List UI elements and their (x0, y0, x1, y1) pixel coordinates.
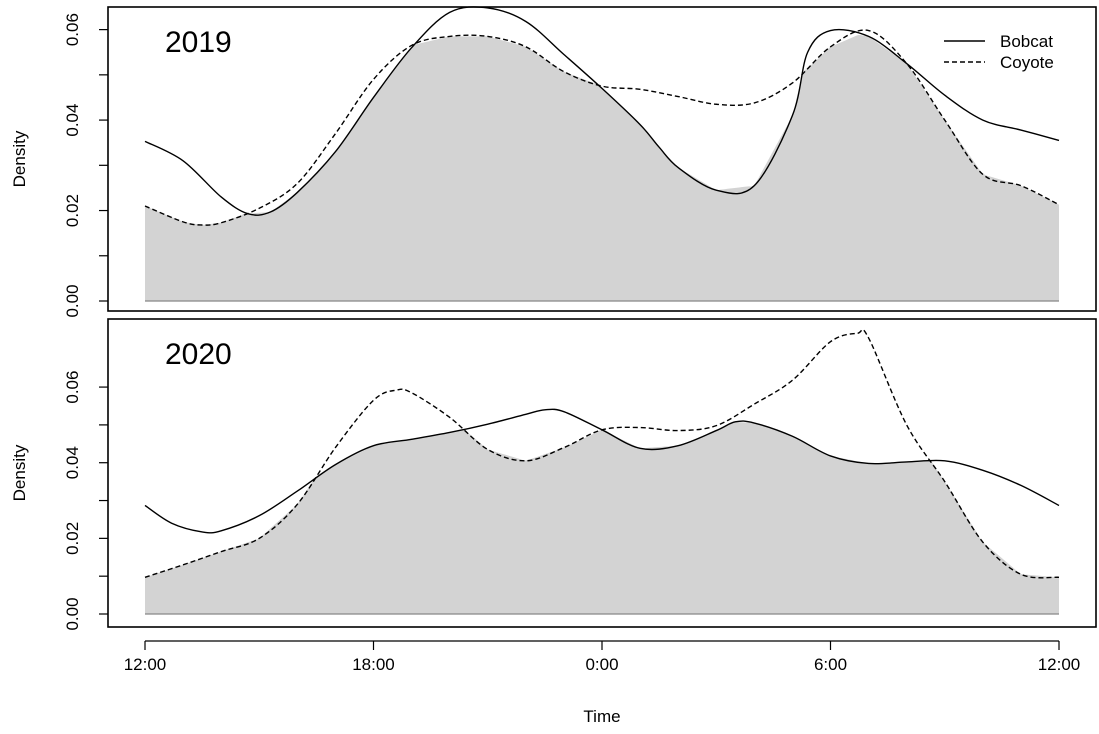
x-tick-label: 12:00 (1038, 655, 1081, 674)
plot-frame (107, 6, 1097, 312)
y-tick-label: 0.04 (63, 446, 82, 479)
x-axis: 12:00 18:00 0:00 6:00 12:00 Time (124, 640, 1081, 726)
series-line-coyote (144, 29, 1060, 226)
panel-label: 2019 (165, 26, 232, 59)
x-tick-label: 6:00 (814, 655, 847, 674)
panel-2020: 0.00 0.02 0.04 0.06 Density 2020 (10, 318, 1097, 631)
y-tick-label: 0.00 (63, 284, 82, 317)
x-tick-label: 12:00 (124, 655, 167, 674)
overlap-area (145, 35, 1059, 301)
y-tick-label: 0.06 (63, 13, 82, 46)
series-line-bobcat (144, 6, 1060, 216)
legend-label-coyote: Coyote (1000, 53, 1054, 72)
y-tick-label: 0.04 (63, 104, 82, 137)
y-tick-label: 0.00 (63, 597, 82, 630)
y-tick-label: 0.02 (63, 522, 82, 555)
panel-label: 2020 (165, 338, 232, 371)
panel-2019: 0.00 0.02 0.04 0.06 Density 2019 Bobcat Coyote (10, 6, 1097, 318)
y-axis-title: Density (10, 130, 29, 187)
y-tick-label: 0.02 (63, 194, 82, 227)
x-axis-title: Time (583, 707, 620, 726)
overlap-area (145, 422, 1059, 614)
series-line-coyote (144, 328, 1060, 579)
legend-label-bobcat: Bobcat (1000, 32, 1053, 51)
plot-frame (107, 318, 1097, 628)
y-axis-title: Density (10, 444, 29, 501)
series-line-bobcat (144, 408, 1060, 534)
y-tick-label: 0.06 (63, 371, 82, 404)
x-tick-label: 18:00 (352, 655, 395, 674)
x-tick-label: 0:00 (585, 655, 618, 674)
legend: Bobcat Coyote (944, 32, 1054, 72)
